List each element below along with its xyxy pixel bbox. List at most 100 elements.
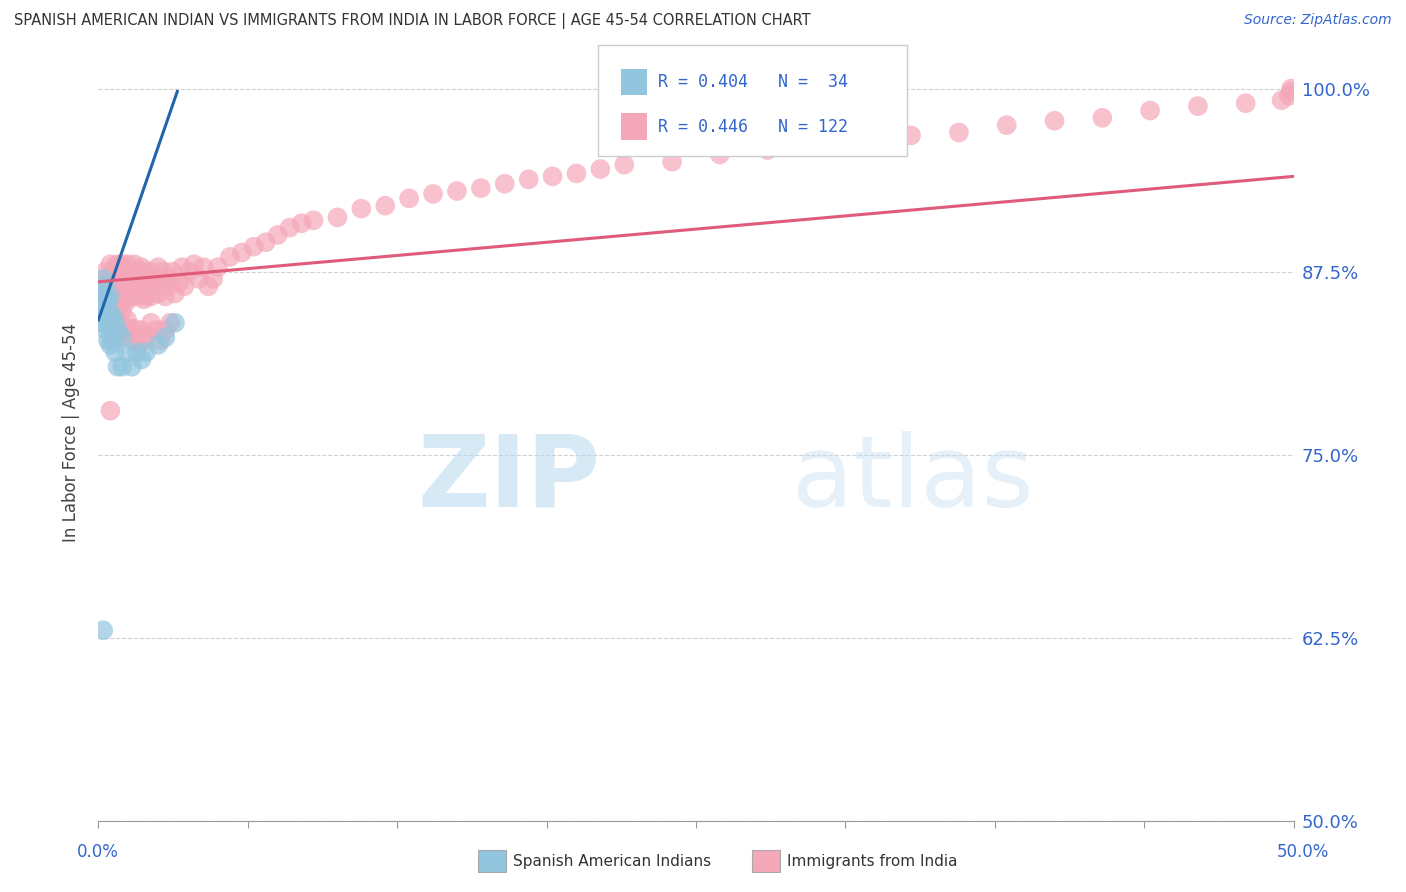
Point [107,327,129,342]
Point [132,293,155,307]
Point [267,227,290,242]
Point [111,330,134,344]
Point [155,330,177,344]
Point [135,327,157,342]
Point [163,316,186,330]
Point [156,279,179,293]
Point [91,272,114,286]
Point [302,213,325,227]
Text: ZIP: ZIP [418,431,600,528]
Point [183,257,205,271]
Point [114,323,136,337]
Point [132,272,155,286]
Point [101,264,124,278]
Point [169,275,191,289]
Point [98,257,122,271]
Point [90,301,112,315]
Point [124,257,146,271]
Point [1279,81,1302,95]
Point [111,359,134,374]
Point [118,289,141,303]
Text: Source: ZipAtlas.com: Source: ZipAtlas.com [1244,13,1392,28]
Point [104,298,127,312]
Point [159,316,181,330]
Point [107,359,129,374]
Point [97,286,120,301]
Point [121,286,143,301]
Point [470,181,492,195]
Point [131,323,153,337]
Point [852,133,875,147]
Point [202,272,225,286]
Y-axis label: In Labor Force | Age 45-54: In Labor Force | Age 45-54 [62,323,80,542]
Point [179,264,201,278]
Point [98,293,122,308]
Point [98,316,122,330]
Point [97,293,120,308]
Point [148,260,170,275]
Point [148,338,170,352]
Text: atlas: atlas [792,431,1033,528]
Point [124,321,146,335]
Point [155,289,177,303]
Point [91,316,114,330]
Point [139,316,162,330]
Point [155,323,177,337]
Text: SPANISH AMERICAN INDIAN VS IMMIGRANTS FROM INDIA IN LABOR FORCE | AGE 45-54 CORR: SPANISH AMERICAN INDIAN VS IMMIGRANTS FR… [14,13,811,29]
Point [111,304,134,318]
Point [804,140,827,154]
Point [111,277,134,292]
Point [108,298,131,312]
Point [121,264,143,278]
Point [90,286,112,301]
Point [107,257,129,271]
Point [139,264,162,278]
Text: R = 0.446   N = 122: R = 0.446 N = 122 [658,118,848,136]
Point [613,158,636,172]
Point [231,245,253,260]
Point [111,257,134,271]
Point [207,260,229,275]
Point [115,313,138,327]
Point [104,260,127,275]
Point [94,289,117,303]
Point [101,330,124,344]
Point [108,316,131,330]
Point [91,624,114,638]
Point [326,211,349,225]
Point [446,184,468,198]
Point [517,172,540,186]
Point [135,289,157,303]
Point [995,118,1018,132]
Point [94,323,117,337]
Point [565,166,588,180]
Point [131,260,153,275]
Point [142,279,165,293]
Point [709,147,731,161]
Point [98,403,122,417]
Point [131,352,153,367]
Point [135,345,157,359]
Point [135,264,157,278]
Point [115,345,138,359]
Point [108,279,131,293]
Point [187,272,209,286]
Point [159,272,181,286]
Point [111,293,134,308]
Point [163,286,186,301]
Text: 0.0%: 0.0% [77,843,120,861]
Point [128,286,150,301]
Point [948,125,970,139]
Point [101,334,124,348]
Point [193,260,215,275]
Point [350,202,373,216]
Point [1278,88,1301,103]
Point [1234,96,1257,111]
Point [219,250,242,264]
Point [128,336,150,351]
Point [398,191,420,205]
Point [114,284,136,298]
Point [107,323,129,337]
Point [101,284,124,298]
Point [97,272,120,286]
